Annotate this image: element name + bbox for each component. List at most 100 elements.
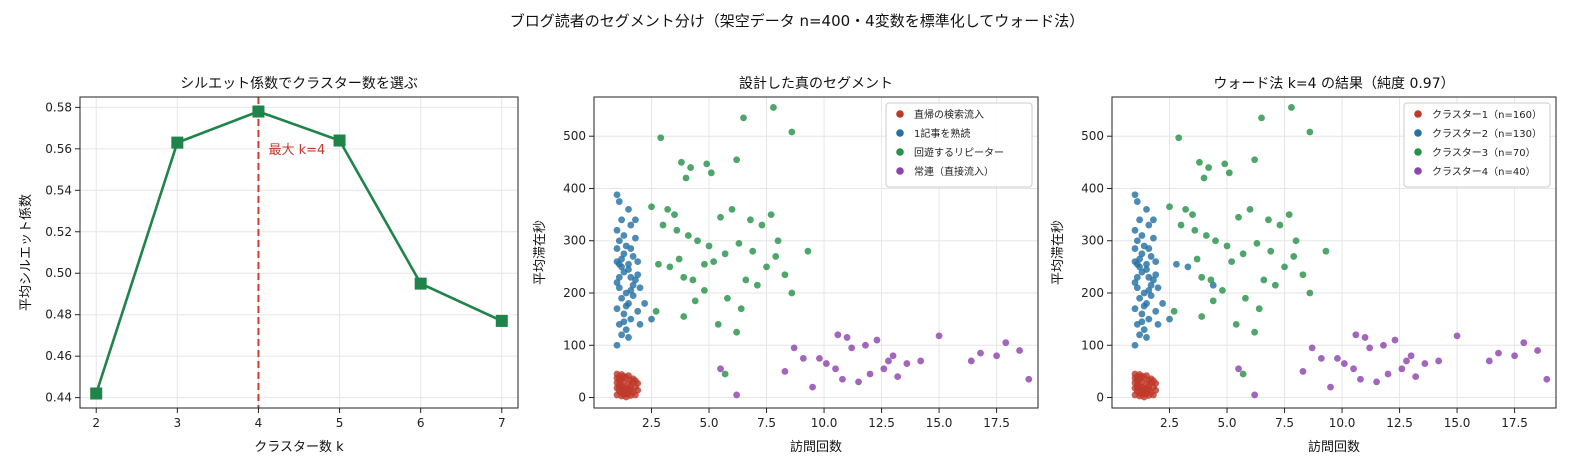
x-tick-label: 5.0 [1217,416,1236,430]
y-tick-label: 500 [1081,129,1104,143]
x-tick-label: 7 [498,416,506,430]
x-tick-label: 12.5 [868,416,895,430]
scatter-point [809,383,816,391]
scatter-point [634,271,642,279]
scatter-point [1145,221,1153,229]
scatter-point [1543,375,1551,383]
scatter-point [1159,300,1167,307]
scatter-point [703,160,711,168]
scatter-point [632,234,639,242]
scatter-point [682,174,690,182]
x-tick-label: 2 [92,416,100,430]
scatter-point [1511,352,1518,360]
legend-label: 回遊するリピーター [914,146,1004,159]
scatter-point [1131,226,1139,234]
scatter-point [1205,164,1213,171]
scatter-point [632,276,639,284]
scatter-point [1265,216,1272,224]
scatter-point [1138,250,1146,258]
y-axis-label: 平均滞在秒 [533,220,548,285]
scatter-point [855,378,862,386]
scatter-point [615,284,623,292]
scatter-point [625,205,632,213]
scatter-point [622,326,630,333]
scatter-point [1299,271,1307,279]
scatter-point [742,276,750,284]
scatter-point [613,305,621,313]
x-tick-label: 2.5 [642,416,661,430]
scatter-point [1276,221,1284,229]
silhouette-point [495,314,508,327]
legend-marker [896,110,904,118]
x-axis-label: 訪問回数 [1308,439,1360,455]
panel-title: シルエット係数でクラスター数を選ぶ [180,76,418,92]
scatter-point [1131,245,1139,252]
scatter-point [1327,383,1334,391]
scatter-point [1173,260,1180,268]
plot-frame [1111,96,1557,409]
scatter-point [1170,307,1178,315]
y-tick-label: 0.52 [45,225,72,239]
scatter-point [1136,294,1144,302]
scatter-point [634,307,642,315]
scatter-point [641,300,649,307]
scatter-point [862,341,869,349]
scatter-point [1235,213,1242,221]
scatter-point [1138,318,1146,326]
scatter-point [1317,354,1325,362]
scatter-point [977,349,984,357]
scatter-point [1136,331,1144,339]
scatter-point [629,281,637,289]
scatter-point [629,292,637,300]
scatter-point [1340,360,1348,367]
scatter-point [1189,211,1196,219]
scatter-point [694,237,701,245]
scatter-point [1212,237,1219,245]
scatter-point [680,313,688,320]
scatter-point [1228,258,1236,266]
y-axis-label: 平均滞在秒 [1051,220,1066,285]
scatter-point [701,260,708,268]
scatter-point [781,368,789,375]
scatter-point [1453,332,1461,340]
scatter-point [615,384,623,392]
scatter-point [615,198,623,205]
legend-marker [896,148,904,156]
y-tick-label: 200 [563,286,586,300]
scatter-point [903,360,911,367]
scatter-point [1285,211,1293,219]
y-tick-label: 0.56 [45,142,72,156]
scatter-point [749,247,757,255]
scatter-point [613,341,621,349]
scatter-point [1133,260,1141,268]
scatter-point [1350,365,1357,373]
scatter-point [1145,286,1153,294]
scatter-point [1403,357,1410,365]
scatter-point [839,375,846,383]
scatter-point [917,357,925,365]
scatter-point [1202,232,1210,239]
scatter-point [613,279,621,286]
scatter-point [733,328,741,336]
scatter-point [622,302,630,310]
scatter-point [1232,320,1240,328]
x-tick-label: 2.5 [1160,416,1179,430]
x-tick-label: 5.0 [699,416,718,430]
legend-label: クラスター3（n=70） [1432,147,1536,159]
series-2-points [613,191,655,349]
y-tick-label: 400 [563,181,586,195]
scatter-point [627,386,635,394]
y-tick-label: 100 [1081,338,1104,352]
scatter-point [1352,331,1360,339]
scatter-point [1200,174,1208,182]
panel-title: 設計した真のセグメント [739,76,893,92]
scatter-point [1150,216,1157,224]
scatter-point [1251,328,1259,336]
legend-marker [896,129,904,137]
scatter-point [993,352,1000,360]
scatter-point [659,221,667,229]
scatter-point [1177,221,1185,229]
scatter-point [620,318,628,326]
scatter-point [1225,169,1233,177]
scatter-point [1191,226,1199,234]
